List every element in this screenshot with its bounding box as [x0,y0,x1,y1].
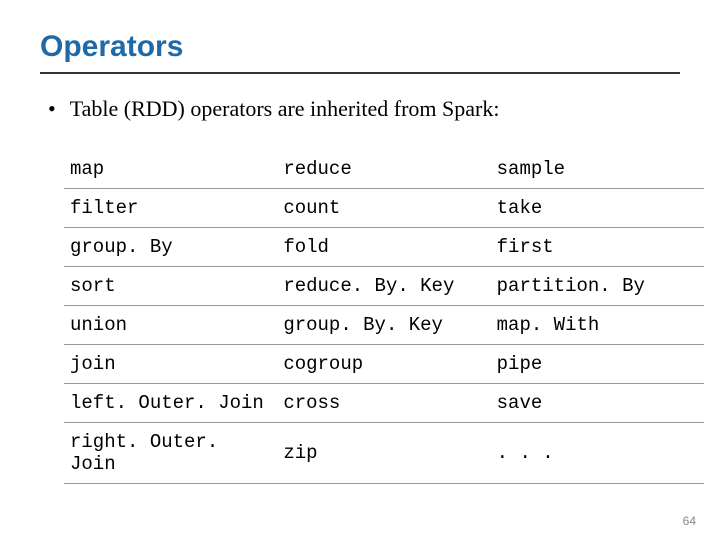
bullet-text: Table (RDD) operators are inherited from… [70,96,500,122]
operator-cell: right. Outer. Join [64,423,277,484]
operator-cell: pipe [491,345,704,384]
table-row: map reduce sample [64,150,704,189]
operator-cell: join [64,345,277,384]
bullet-icon: • [48,96,56,122]
table-row: join cogroup pipe [64,345,704,384]
operator-cell: union [64,306,277,345]
operator-cell: reduce. By. Key [277,267,490,306]
operators-table: map reduce sample filter count take grou… [64,150,704,484]
table-row: group. By fold first [64,228,704,267]
operator-cell: cross [277,384,490,423]
operator-cell: left. Outer. Join [64,384,277,423]
table-row: left. Outer. Join cross save [64,384,704,423]
slide-title: Operators [40,30,680,64]
table-row: right. Outer. Join zip . . . [64,423,704,484]
operator-cell: sample [491,150,704,189]
operator-cell: count [277,189,490,228]
operator-cell: group. By. Key [277,306,490,345]
page-number: 64 [683,514,696,528]
operator-cell: map [64,150,277,189]
operator-cell: reduce [277,150,490,189]
operator-cell: zip [277,423,490,484]
table-row: sort reduce. By. Key partition. By [64,267,704,306]
operator-cell: save [491,384,704,423]
operator-cell: filter [64,189,277,228]
operator-cell: partition. By [491,267,704,306]
operator-cell: take [491,189,704,228]
table-row: union group. By. Key map. With [64,306,704,345]
operator-cell: sort [64,267,277,306]
operator-cell: map. With [491,306,704,345]
operator-cell: . . . [491,423,704,484]
operator-cell: fold [277,228,490,267]
operator-cell: cogroup [277,345,490,384]
operator-cell: group. By [64,228,277,267]
operator-cell: first [491,228,704,267]
table-row: filter count take [64,189,704,228]
bullet-line: • Table (RDD) operators are inherited fr… [40,96,680,122]
title-underline [40,72,680,74]
